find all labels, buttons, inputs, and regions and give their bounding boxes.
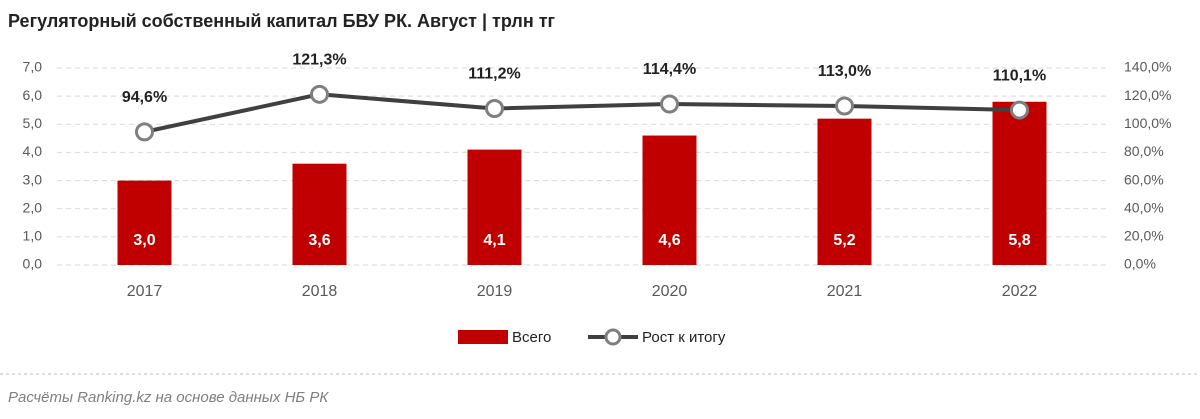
bar-value-label: 5,2	[833, 232, 855, 249]
line-point	[835, 96, 854, 116]
y-tick-label: 4,0	[23, 143, 43, 159]
bar-value-label: 3,6	[308, 232, 330, 249]
bar-value-label: 3,0	[133, 232, 155, 249]
line-point	[1010, 100, 1029, 120]
y2-tick-label: 80,0%	[1124, 143, 1164, 159]
y2-tick-label: 60,0%	[1124, 171, 1164, 187]
x-tick-label: 2020	[652, 283, 688, 300]
line-point	[310, 84, 329, 104]
legend-label: Всего	[512, 329, 551, 346]
legend-swatch	[458, 330, 508, 344]
x-tick-label: 2018	[302, 283, 338, 300]
bar	[467, 149, 522, 265]
bar-value-label: 4,1	[483, 232, 505, 249]
legend-label: Рост к итогу	[642, 329, 726, 346]
x-tick-label: 2017	[127, 283, 163, 300]
line-value-label: 94,6%	[122, 89, 167, 106]
x-tick-label: 2022	[1002, 283, 1038, 300]
y-tick-label: 6,0	[23, 87, 43, 103]
y-tick-label: 0,0	[23, 256, 43, 272]
bar	[292, 163, 347, 265]
y-tick-label: 5,0	[23, 115, 43, 131]
y2-tick-label: 20,0%	[1124, 228, 1164, 244]
bar-value-label: 4,6	[658, 232, 680, 249]
bar-value-label: 5,8	[1008, 232, 1030, 249]
line-value-label: 110,1%	[993, 67, 1046, 84]
line-value-label: 113,0%	[818, 63, 871, 80]
line-point	[135, 122, 154, 142]
bar	[117, 180, 172, 265]
x-tick-label: 2019	[477, 283, 513, 300]
y-tick-label: 7,0	[23, 59, 43, 75]
bar	[992, 101, 1047, 266]
line-value-label: 121,3%	[292, 52, 346, 69]
bar	[817, 118, 872, 266]
line-value-label: 111,2%	[468, 66, 521, 83]
chart-title: Регуляторный собственный капитал БВУ РК.…	[8, 11, 556, 31]
y2-tick-label: 120,0%	[1124, 87, 1171, 103]
line-value-label: 114,4%	[643, 61, 696, 78]
y-tick-label: 2,0	[23, 199, 43, 215]
line-point	[660, 94, 679, 114]
line-point	[485, 99, 504, 119]
y-tick-label: 1,0	[23, 228, 43, 244]
y2-tick-label: 100,0%	[1124, 115, 1171, 131]
y-tick-label: 3,0	[23, 171, 43, 187]
bar	[642, 135, 697, 265]
y2-tick-label: 0,0%	[1124, 256, 1156, 272]
x-tick-label: 2021	[827, 283, 863, 300]
y2-tick-label: 140,0%	[1124, 59, 1171, 75]
legend-swatch	[604, 328, 622, 346]
line	[144, 92, 1020, 134]
y2-tick-label: 40,0%	[1124, 199, 1164, 215]
source-note: Расчёты Ranking.kz на основе данных НБ Р…	[8, 389, 329, 406]
